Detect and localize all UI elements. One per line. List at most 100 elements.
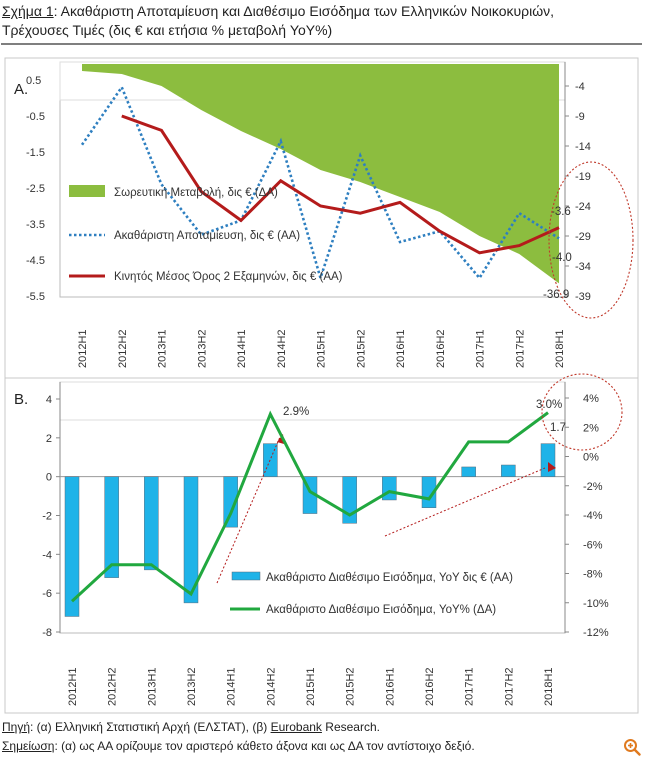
right-tick-label-b: 0% xyxy=(583,452,599,464)
left-tick-label-b: -6 xyxy=(42,588,52,600)
x-tick-label-a: 2013H1 xyxy=(157,329,169,368)
left-tick-label-a: -1.5 xyxy=(26,147,45,159)
highlight-circle-b xyxy=(541,373,623,451)
x-tick-label-b: 2012H1 xyxy=(67,667,79,706)
footer-note: Σημείωση: (α) ως ΑΑ ορίζουμε τον αριστερ… xyxy=(2,737,475,756)
x-tick-label-a: 2015H1 xyxy=(316,329,328,368)
bar-yoy-bn xyxy=(223,476,238,528)
footer-note-text: : (α) ως ΑΑ ορίζουμε τον αριστερό κάθετο… xyxy=(54,739,475,753)
x-tick-label-b: 2015H2 xyxy=(345,667,357,706)
footer: Πηγή: (α) Ελληνική Στατιστική Αρχή (ΕΛΣΤ… xyxy=(2,718,475,756)
left-tick-label-a: -3.5 xyxy=(26,219,45,231)
footer-note-label: Σημείωση xyxy=(2,739,55,753)
panel-b-frame xyxy=(4,377,639,714)
right-tick-label-a: -24 xyxy=(575,201,591,213)
left-tick-label-b: -2 xyxy=(42,511,52,523)
right-tick-label-a: -9 xyxy=(575,111,585,123)
x-tick-label-b: 2014H2 xyxy=(265,667,277,706)
left-tick-label-a: -0.5 xyxy=(26,111,45,123)
x-tick-label-b: 2013H1 xyxy=(146,667,158,706)
x-tick-label-b: 2014H1 xyxy=(226,667,238,706)
x-tick-label-b: 2018H1 xyxy=(543,667,555,706)
x-tick-label-a: 2018H1 xyxy=(554,329,566,368)
bar-yoy-bn xyxy=(421,476,437,508)
charts-canvas: 0.5-0.5-1.5-2.5-3.5-4.5-5.5-4-9-14-19-24… xyxy=(1,43,642,714)
x-tick-label-a: 2017H1 xyxy=(475,329,487,368)
annotation-2014h2: 2.9% xyxy=(283,406,309,418)
right-tick-label-b: 4% xyxy=(583,393,599,405)
left-tick-label-b: -8 xyxy=(42,627,52,639)
figure-title-line1: : Ακαθάριστη Αποταμίευση και Διαθέσιμο Ε… xyxy=(53,3,555,19)
right-tick-label-b: -12% xyxy=(583,627,609,639)
panel-b: 4 2 0 -2 -4 -6 -8 4% 2% 0% -2% -4% -6% -8% -10% -12% Ακα… xyxy=(14,373,623,706)
figure-title-label: Σχήμα 1 xyxy=(2,3,54,19)
left-tick-label-b: 0 xyxy=(46,472,52,484)
panel-b-inner-box xyxy=(59,381,566,421)
right-tick-label-b: -2% xyxy=(583,481,603,493)
annotation-last-area: -36.9 xyxy=(543,289,569,301)
right-tick-label-a: -19 xyxy=(575,171,591,183)
right-tick-label-a: -34 xyxy=(575,261,591,273)
left-tick-label-b: 2 xyxy=(46,433,52,445)
footer-source-brand: Eurobank xyxy=(270,720,322,734)
right-tick-label-b: -8% xyxy=(583,569,603,581)
annotation-2018h1-bar: 1.7 xyxy=(550,422,566,434)
footer-source-end: Research. xyxy=(321,720,380,734)
right-tick-label-b: 2% xyxy=(583,422,599,434)
legend-swatch-area xyxy=(69,185,105,197)
line-moving-average xyxy=(121,114,560,255)
x-tick-label-a: 2012H1 xyxy=(77,329,89,368)
trend-dashed-2 xyxy=(384,467,546,537)
line-yoy-pct xyxy=(70,410,549,603)
annotation-last-dotted: -4.0 xyxy=(552,252,572,264)
bar-yoy-bn xyxy=(461,466,476,477)
legend-label-area: Σωρευτική Μεταβολή, δις € (ΔΑ) xyxy=(114,187,278,199)
footer-source-label: Πηγή xyxy=(2,720,31,734)
x-tick-label-a: 2015H2 xyxy=(355,329,367,368)
x-tick-label-a: 2016H2 xyxy=(435,329,447,368)
trend-dashed-1 xyxy=(216,436,281,584)
x-tick-label-a: 2017H2 xyxy=(514,329,526,368)
x-tick-label-b: 2013H2 xyxy=(186,667,198,706)
left-tick-label-a: -5.5 xyxy=(26,291,45,303)
panel-a: 0.5 -0.5 -1.5 -2.5 -3.5 -4.5 -5.5 -4 -9 -14 -19 -24… xyxy=(14,61,634,368)
x-tick-label-b: 2016H2 xyxy=(424,667,436,706)
right-tick-label-b: -4% xyxy=(583,510,603,522)
right-tick-label-a: -4 xyxy=(575,81,585,93)
zoom-in-icon[interactable] xyxy=(623,738,641,756)
left-tick-label-b: 4 xyxy=(46,394,52,406)
right-tick-label-b: -6% xyxy=(583,539,603,551)
left-tick-label-b: -4 xyxy=(42,549,52,561)
x-tick-label-a: 2016H1 xyxy=(395,329,407,368)
left-tick-label-a: -2.5 xyxy=(26,183,45,195)
x-tick-label-a: 2012H2 xyxy=(117,329,129,368)
figure-title: Σχήμα 1: Ακαθάριστη Αποταμίευση και Διαθ… xyxy=(2,2,642,40)
highlight-circle-a xyxy=(548,161,634,319)
x-tick-label-b: 2016H1 xyxy=(384,667,396,706)
legend-label-red: Κινητός Μέσος Όρος 2 Εξαμηνών, δις € (ΑΑ… xyxy=(114,271,343,283)
footer-source-text: : (α) Ελληνική Στατιστική Αρχή (ΕΛΣΤΑΤ),… xyxy=(30,720,271,734)
right-tick-label-a: -39 xyxy=(575,291,591,303)
x-tick-label-b: 2017H1 xyxy=(464,667,476,706)
panel-label-a: A. xyxy=(14,81,28,98)
legend-swatch-bars xyxy=(231,571,261,581)
right-tick-label-b: -10% xyxy=(583,598,609,610)
x-tick-label-b: 2012H2 xyxy=(107,667,119,706)
annotation-2018h1-line: 3.0% xyxy=(536,399,562,411)
bar-yoy-bn xyxy=(501,464,516,477)
x-tick-label-b: 2017H2 xyxy=(503,667,515,706)
bar-yoy-bn xyxy=(183,476,199,604)
area-cumulative-change xyxy=(82,64,559,284)
legend-label-line-b: Ακαθάριστο Διαθέσιμο Εισόδημα, YoY% (ΔΑ) xyxy=(266,604,496,616)
bar-yoy-bn xyxy=(64,476,80,617)
x-tick-label-a: 2014H2 xyxy=(276,329,288,368)
bar-yoy-bn xyxy=(104,476,119,578)
panel-label-b: B. xyxy=(14,391,28,408)
legend-label-dotted: Ακαθάριστη Αποταμίευση, δις € (ΑΑ) xyxy=(114,230,300,242)
left-tick-label-a: -4.5 xyxy=(26,255,45,267)
x-tick-label-a: 2013H2 xyxy=(196,329,208,368)
left-tick-label-a: 0.5 xyxy=(26,75,41,87)
bar-yoy-bn xyxy=(382,476,397,501)
bar-yoy-bn xyxy=(144,476,159,571)
footer-source: Πηγή: (α) Ελληνική Στατιστική Αρχή (ΕΛΣΤ… xyxy=(2,718,475,737)
